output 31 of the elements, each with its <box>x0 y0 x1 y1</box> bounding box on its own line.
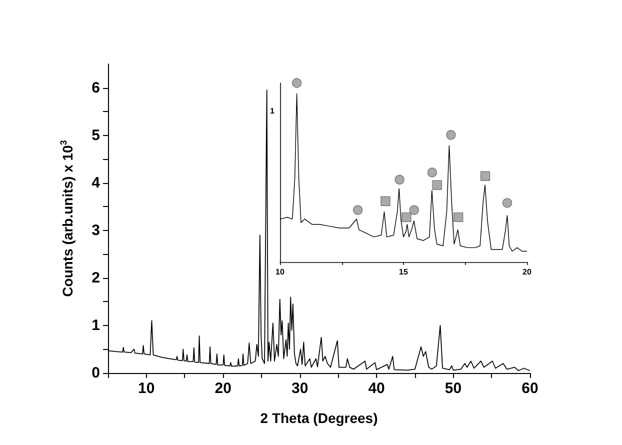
point <box>292 78 302 88</box>
point <box>446 130 456 140</box>
x-axis-title: 2 Theta (Degrees) <box>260 410 378 426</box>
y-axis-title: Counts (arb.units) x 103 <box>58 140 76 297</box>
x-tick-label: 30 <box>291 380 308 397</box>
point <box>502 198 512 208</box>
point <box>427 168 437 178</box>
y-tick-label: 2 <box>92 269 100 286</box>
y-tick-label: 5 <box>92 126 100 144</box>
point <box>432 180 442 190</box>
y-tick-label: 1 <box>92 316 100 334</box>
y-tick-label: 0 <box>92 364 100 382</box>
y-tick-label: 6 <box>92 79 100 96</box>
y-tick-label: 3 <box>92 222 100 239</box>
annotation: 1 <box>270 106 275 116</box>
point <box>454 212 464 222</box>
point <box>402 212 412 222</box>
point <box>394 174 404 184</box>
x-tick-label: 60 <box>522 380 538 397</box>
x-tick-label: 40 <box>368 380 385 397</box>
point <box>409 205 419 215</box>
point <box>480 171 490 181</box>
x-tick-label: 10 <box>276 268 285 276</box>
x-tick-label: 50 <box>444 380 462 397</box>
x-tick-label: 20 <box>214 380 232 397</box>
point <box>380 196 390 206</box>
point <box>353 205 363 215</box>
y-tick-label: 4 <box>92 174 101 192</box>
x-tick-label: 20 <box>522 268 532 276</box>
x-tick-label: 10 <box>138 380 155 397</box>
x-tick-label: 15 <box>399 268 408 276</box>
